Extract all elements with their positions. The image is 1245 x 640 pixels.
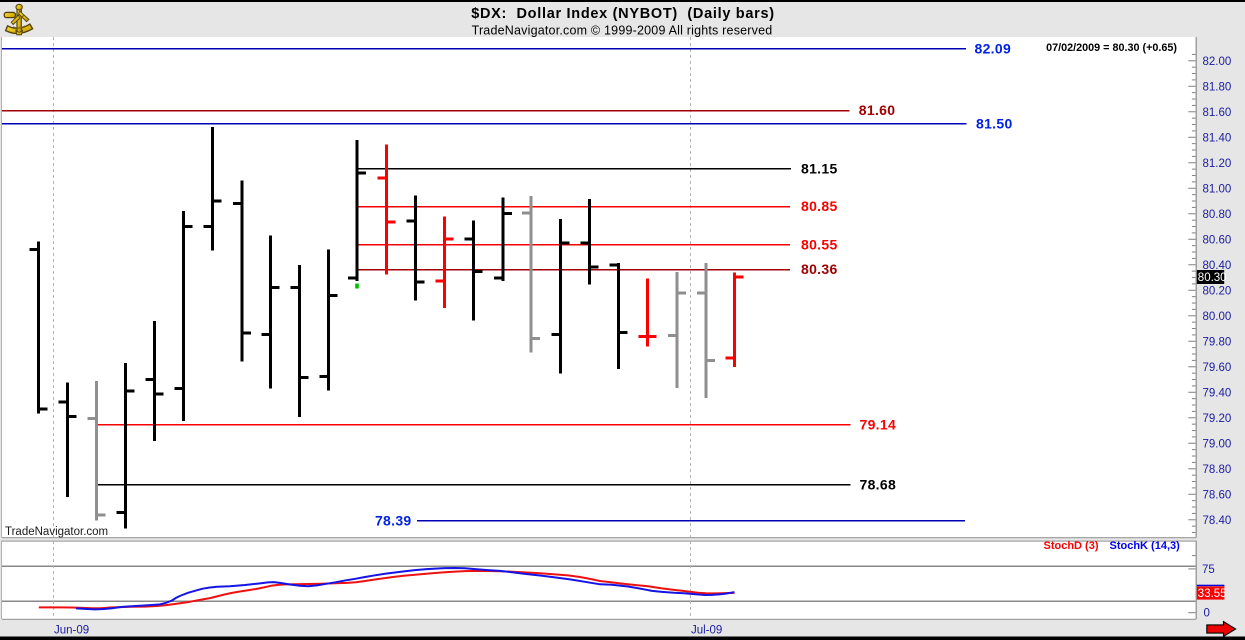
svg-text:81.00: 81.00 [1203, 183, 1232, 195]
svg-text:80.80: 80.80 [1203, 209, 1232, 221]
svg-text:StochD (3): StochD (3) [1044, 540, 1099, 552]
svg-text:79.14: 79.14 [860, 417, 897, 433]
svg-text:$DX: Dollar Index (NYBOT) (D: $DX: Dollar Index (NYBOT) (Daily bars) [471, 6, 775, 22]
svg-text:80.30: 80.30 [1198, 272, 1227, 284]
svg-text:79.40: 79.40 [1203, 387, 1232, 399]
svg-text:80.85: 80.85 [801, 198, 838, 214]
svg-text:81.40: 81.40 [1203, 132, 1232, 144]
svg-text:TradeNavigator.com: TradeNavigator.com [5, 526, 108, 538]
svg-text:81.80: 81.80 [1203, 81, 1232, 93]
svg-text:75: 75 [1202, 564, 1215, 576]
svg-text:StochK (14,3): StochK (14,3) [1110, 540, 1181, 552]
svg-text:82.00: 82.00 [1203, 56, 1232, 68]
svg-text:78.60: 78.60 [1203, 489, 1232, 501]
svg-text:81.15: 81.15 [801, 161, 838, 177]
svg-text:79.20: 79.20 [1203, 413, 1232, 425]
svg-text:81.20: 81.20 [1203, 158, 1232, 170]
svg-text:78.39: 78.39 [375, 513, 412, 529]
svg-text:33.55: 33.55 [1198, 588, 1227, 600]
svg-text:79.00: 79.00 [1203, 438, 1232, 450]
svg-text:82.09: 82.09 [975, 40, 1012, 56]
svg-text:80.00: 80.00 [1203, 311, 1232, 323]
svg-text:80.55: 80.55 [801, 237, 838, 253]
svg-text:81.60: 81.60 [859, 102, 896, 118]
svg-text:81.60: 81.60 [1203, 107, 1232, 119]
svg-text:81.50: 81.50 [976, 115, 1013, 131]
svg-text:0: 0 [1204, 608, 1210, 620]
svg-text:79.60: 79.60 [1203, 362, 1232, 374]
svg-text:78.80: 78.80 [1203, 464, 1232, 476]
svg-text:78.68: 78.68 [860, 477, 897, 493]
svg-text:80.20: 80.20 [1203, 285, 1232, 297]
svg-text:80.40: 80.40 [1203, 260, 1232, 272]
svg-text:80.36: 80.36 [801, 261, 838, 277]
svg-text:TradeNavigator.com © 1999-2009: TradeNavigator.com © 1999-2009 All right… [472, 24, 773, 38]
svg-text:80.60: 80.60 [1203, 234, 1232, 246]
svg-text:07/02/2009 = 80.30 (+0.65): 07/02/2009 = 80.30 (+0.65) [1046, 42, 1177, 54]
svg-text:78.40: 78.40 [1203, 515, 1232, 527]
svg-text:Jul-09: Jul-09 [691, 625, 722, 637]
svg-text:79.80: 79.80 [1203, 336, 1232, 348]
svg-text:Jun-09: Jun-09 [54, 625, 89, 637]
